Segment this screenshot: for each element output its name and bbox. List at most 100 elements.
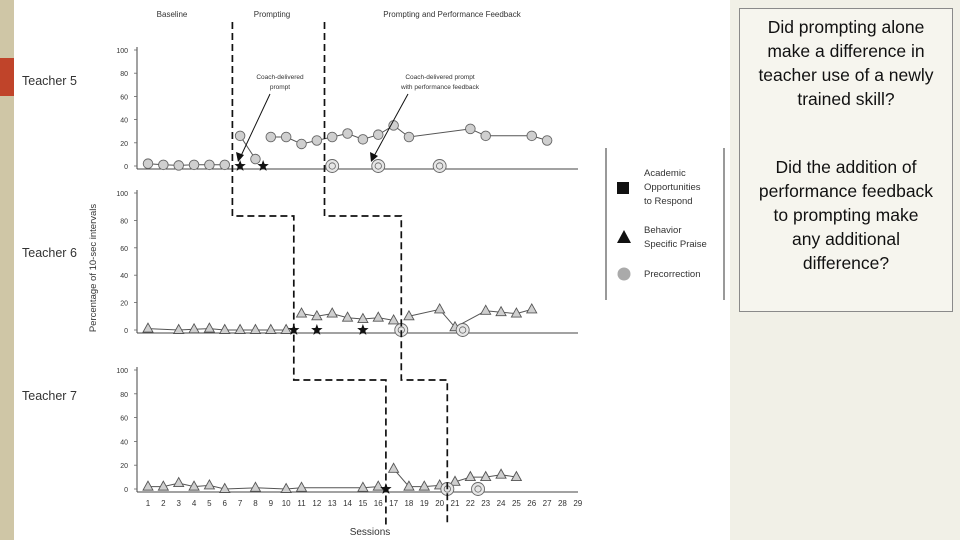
annotation-arrowhead-2 xyxy=(370,152,378,162)
data-point-triangle xyxy=(157,480,170,491)
legend-label-otr: to Respond xyxy=(644,196,693,207)
data-point-triangle xyxy=(495,305,507,317)
question-1-line: make a difference in xyxy=(767,41,925,61)
data-point-triangle xyxy=(372,311,385,322)
question-1: Did prompting alone make a difference in… xyxy=(744,15,948,111)
left-decorative-bar xyxy=(0,0,14,540)
x-tick-label: 28 xyxy=(558,499,567,508)
x-tick-label: 16 xyxy=(374,499,383,508)
question-1-line: trained skill? xyxy=(797,89,895,109)
data-point-triangle xyxy=(142,480,154,491)
data-point-triangle xyxy=(403,309,415,321)
panel-label: Teacher 5 xyxy=(22,74,77,88)
x-tick-label: 25 xyxy=(512,499,521,508)
left-accent-bar xyxy=(0,58,14,96)
data-point-triangle xyxy=(142,322,154,333)
data-point-precorrection xyxy=(371,159,386,173)
data-point-circle xyxy=(234,130,246,142)
x-tick-label: 1 xyxy=(146,499,151,508)
data-point-circle xyxy=(296,138,307,150)
x-tick-label: 9 xyxy=(269,499,274,508)
data-point-triangle xyxy=(372,480,385,491)
data-point-triangle xyxy=(418,480,431,491)
data-point-triangle xyxy=(203,479,216,490)
x-tick-label: 24 xyxy=(497,499,506,508)
data-point-triangle xyxy=(234,323,246,334)
data-point-triangle xyxy=(510,307,523,318)
question-2-line: any additional xyxy=(792,229,900,249)
data-point-triangle xyxy=(479,470,492,482)
annotation-coach-prompt-feedback: with performance feedback xyxy=(400,84,480,91)
question-1-line: Did prompting alone xyxy=(767,17,925,37)
question-2-line: difference? xyxy=(802,253,890,273)
x-tick-label: 11 xyxy=(297,499,306,508)
data-point-circle xyxy=(388,120,399,131)
question-1-line: teacher use of a newly xyxy=(758,65,934,85)
annotation-arrow-1 xyxy=(239,93,271,159)
data-point-star xyxy=(257,160,269,171)
data-point-triangle xyxy=(265,323,277,334)
data-point-circle xyxy=(188,159,200,171)
data-point-star xyxy=(234,160,246,171)
series-line xyxy=(393,468,440,488)
data-point-triangle xyxy=(172,323,185,334)
annotation-coach-prompt: prompt xyxy=(270,84,290,91)
data-point-triangle xyxy=(357,312,369,323)
data-point-circle xyxy=(311,135,323,146)
x-axis-label: Sessions xyxy=(350,527,391,538)
data-point-triangle xyxy=(188,480,200,491)
y-tick-label: 60 xyxy=(120,94,128,101)
x-tick-label: 18 xyxy=(404,499,413,508)
data-point-triangle xyxy=(479,304,492,315)
x-tick-label: 3 xyxy=(176,499,181,508)
question-2-line: performance feedback xyxy=(758,181,934,201)
question-2-line: to prompting make xyxy=(773,205,919,225)
data-point-triangle xyxy=(203,322,216,333)
data-point-triangle xyxy=(495,468,507,479)
data-point-triangle xyxy=(280,323,292,334)
data-point-precorrection-inner xyxy=(328,162,336,170)
data-point-precorrection xyxy=(471,482,485,496)
data-point-circle xyxy=(526,130,538,142)
y-tick-label: 80 xyxy=(120,392,128,399)
data-point-circle xyxy=(204,159,215,171)
panel-label: Teacher 7 xyxy=(22,389,77,403)
x-tick-label: 4 xyxy=(192,499,197,508)
data-point-circle xyxy=(342,128,353,139)
y-tick-label: 0 xyxy=(124,164,128,171)
y-axis-label: Percentage of 10-sec intervals xyxy=(88,204,99,333)
x-tick-label: 21 xyxy=(451,499,460,508)
y-tick-label: 40 xyxy=(120,439,128,446)
x-tick-label: 2 xyxy=(161,499,166,508)
data-point-triangle xyxy=(449,475,461,486)
annotation-arrow-2 xyxy=(372,93,409,159)
x-tick-label: 19 xyxy=(420,499,429,508)
legend-label-otr: Academic xyxy=(644,168,686,179)
legend-label-bsp: Behavior xyxy=(644,225,682,236)
annotation-coach-prompt: Coach-delivered xyxy=(256,74,304,81)
data-point-precorrection-inner xyxy=(459,326,467,334)
data-point-triangle xyxy=(357,481,369,492)
phase-change-line-1 xyxy=(231,22,387,525)
x-tick-label: 12 xyxy=(312,499,321,508)
legend-label-otr: Opportunities xyxy=(644,182,701,193)
question-2-line: Did the addition of xyxy=(775,157,917,177)
x-tick-label: 8 xyxy=(253,499,258,508)
y-tick-label: 60 xyxy=(120,246,128,253)
data-point-triangle xyxy=(249,323,262,334)
x-tick-label: 17 xyxy=(389,499,398,508)
x-tick-label: 22 xyxy=(466,499,475,508)
data-point-circle xyxy=(265,131,277,143)
data-point-triangle xyxy=(387,313,400,325)
phase-change-line-2 xyxy=(323,22,449,525)
y-tick-label: 40 xyxy=(120,118,128,125)
data-point-triangle xyxy=(188,322,200,334)
series-line xyxy=(147,328,287,331)
data-point-triangle xyxy=(387,462,400,473)
x-tick-label: 29 xyxy=(573,499,582,508)
x-tick-label: 26 xyxy=(527,499,536,508)
annotation-arrowhead-1 xyxy=(236,152,244,162)
data-point-star xyxy=(357,324,369,335)
data-point-triangle xyxy=(280,482,292,493)
panel-label: Teacher 6 xyxy=(22,246,77,260)
